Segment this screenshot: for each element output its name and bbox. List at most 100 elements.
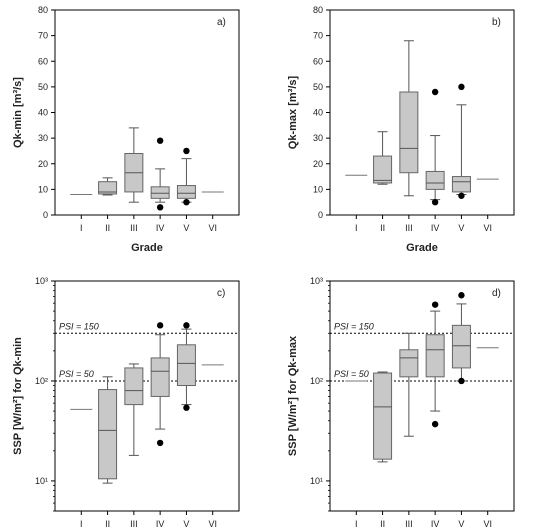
y-axis-title: Qk-min [m³/s] bbox=[12, 77, 24, 148]
box-V bbox=[176, 322, 196, 411]
outlier-point bbox=[156, 439, 164, 447]
box-IV bbox=[425, 301, 445, 428]
outlier-point bbox=[183, 147, 190, 155]
box-iqr bbox=[176, 185, 196, 199]
box-iqr bbox=[399, 91, 419, 174]
outlier-point bbox=[183, 198, 190, 206]
y-axis-title: SSP [W/m²] for Qk-max bbox=[287, 335, 299, 456]
outlier-point bbox=[431, 301, 439, 308]
box-iqr bbox=[373, 155, 393, 184]
box-iqr bbox=[399, 349, 419, 378]
y-tick-label: 60 bbox=[313, 56, 323, 66]
box-iqr bbox=[98, 181, 118, 195]
x-tick-label: IV bbox=[156, 519, 165, 529]
x-tick-label: IV bbox=[431, 519, 440, 529]
x-tick-label: V bbox=[458, 223, 464, 233]
box-IV bbox=[425, 88, 445, 206]
outlier-point bbox=[156, 137, 164, 144]
plot-area bbox=[329, 9, 515, 216]
y-tick-label: 10¹ bbox=[310, 476, 323, 486]
y-tick-label: 10¹ bbox=[35, 476, 48, 486]
outlier-point bbox=[183, 322, 190, 329]
y-tick-label: 80 bbox=[313, 5, 323, 15]
outlier-point bbox=[431, 420, 439, 428]
reference-line-label: PSI = 150 bbox=[59, 321, 99, 331]
x-tick-label: VI bbox=[483, 223, 492, 233]
x-axis-title: Grade bbox=[406, 242, 438, 254]
reference-line-label: PSI = 150 bbox=[334, 321, 374, 331]
y-tick-label: 30 bbox=[313, 133, 323, 143]
box-iqr bbox=[451, 176, 471, 193]
panel-label: d) bbox=[492, 288, 501, 299]
outlier-point bbox=[458, 83, 465, 91]
x-tick-label: II bbox=[105, 519, 110, 529]
y-tick-label: 10 bbox=[313, 184, 323, 194]
y-tick-label: 20 bbox=[38, 159, 48, 169]
box-iqr bbox=[150, 357, 170, 397]
box-V bbox=[176, 147, 196, 206]
box-iqr bbox=[425, 334, 445, 378]
y-tick-label: 50 bbox=[38, 82, 48, 92]
x-tick-label: III bbox=[405, 519, 413, 529]
y-tick-label: 70 bbox=[38, 31, 48, 41]
y-tick-label: 80 bbox=[38, 5, 48, 15]
x-tick-label: VI bbox=[483, 519, 492, 529]
box-III bbox=[399, 332, 419, 437]
panel-label: c) bbox=[217, 288, 225, 299]
y-tick-label: 0 bbox=[43, 210, 48, 220]
panel-label: b) bbox=[492, 17, 501, 28]
box-V bbox=[451, 83, 471, 199]
outlier-point bbox=[431, 88, 439, 96]
x-tick-label: I bbox=[355, 223, 358, 233]
x-tick-label: IV bbox=[156, 223, 165, 233]
x-tick-label: II bbox=[380, 223, 385, 233]
box-iqr bbox=[425, 170, 445, 190]
y-tick-label: 10³ bbox=[310, 276, 323, 286]
box-iqr bbox=[176, 344, 196, 387]
outlier-point bbox=[458, 292, 465, 299]
x-tick-label: V bbox=[458, 519, 464, 529]
y-axis-title: SSP [W/m²] for Qk-min bbox=[12, 337, 24, 455]
x-axis-title: Grade bbox=[131, 242, 163, 254]
x-tick-label: I bbox=[355, 519, 358, 529]
box-III bbox=[399, 40, 419, 197]
x-tick-label: I bbox=[80, 223, 83, 233]
box-iqr bbox=[451, 324, 471, 369]
outlier-point bbox=[183, 404, 190, 411]
x-tick-label: III bbox=[130, 519, 138, 529]
x-tick-label: II bbox=[105, 223, 110, 233]
x-tick-label: IV bbox=[431, 223, 440, 233]
box-IV bbox=[150, 137, 170, 211]
x-tick-label: III bbox=[130, 223, 138, 233]
y-tick-label: 50 bbox=[313, 82, 323, 92]
box-iqr bbox=[124, 367, 144, 406]
box-II bbox=[373, 371, 393, 463]
y-tick-label: 10 bbox=[38, 184, 48, 194]
x-tick-label: VI bbox=[208, 519, 217, 529]
box-iqr bbox=[373, 372, 393, 460]
box-IV bbox=[150, 322, 170, 447]
box-III bbox=[124, 127, 144, 203]
plot-area bbox=[54, 280, 240, 512]
panel-label: a) bbox=[217, 17, 226, 28]
box-III bbox=[124, 363, 144, 456]
y-axis-title: Qk-max [m³/s] bbox=[287, 75, 299, 149]
reference-line-label: PSI = 50 bbox=[334, 369, 369, 379]
y-tick-label: 10² bbox=[35, 376, 48, 386]
outlier-point bbox=[458, 192, 465, 199]
box-iqr bbox=[98, 389, 118, 480]
y-tick-label: 60 bbox=[38, 56, 48, 66]
outlier-point bbox=[458, 377, 465, 385]
y-tick-label: 10² bbox=[310, 376, 323, 386]
outlier-point bbox=[156, 204, 164, 211]
plot-area bbox=[54, 9, 240, 216]
y-tick-label: 40 bbox=[313, 108, 323, 118]
x-tick-label: V bbox=[183, 519, 189, 529]
x-tick-label: I bbox=[80, 519, 83, 529]
x-tick-label: III bbox=[405, 223, 413, 233]
box-V bbox=[451, 292, 471, 385]
box-II bbox=[98, 177, 118, 196]
